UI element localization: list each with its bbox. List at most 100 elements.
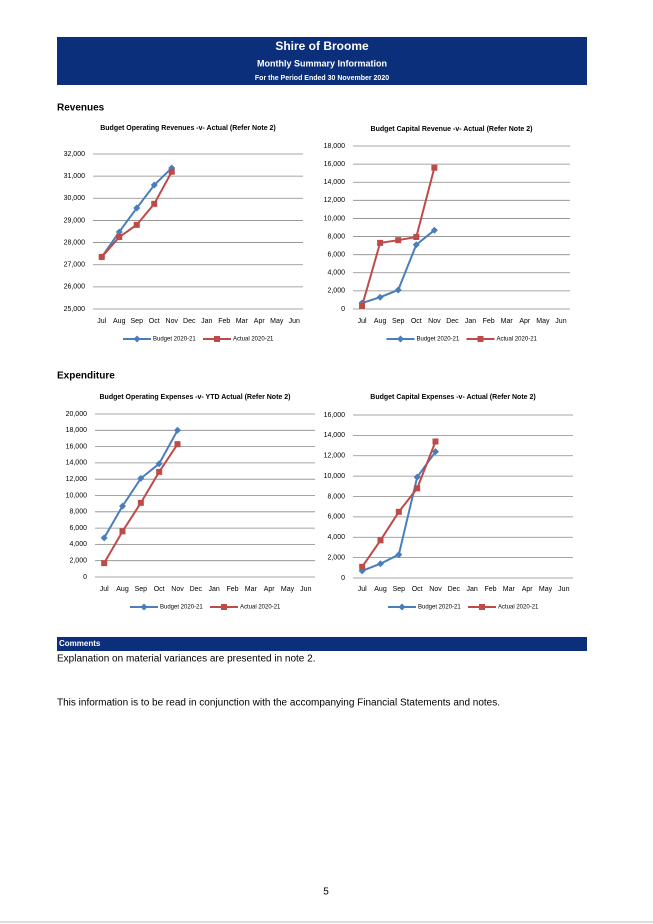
- y-tick-label: 27,000: [64, 262, 86, 269]
- x-tick-label: Mar: [501, 318, 514, 325]
- x-tick-label: Oct: [154, 586, 165, 593]
- x-tick-label: Jan: [201, 318, 212, 325]
- page-number: 5: [323, 887, 329, 898]
- marker: [394, 286, 402, 294]
- comments-text: Explanation on material variances are pr…: [57, 654, 316, 665]
- x-tick-label: Jul: [358, 586, 367, 593]
- y-tick-label: 2,000: [69, 558, 87, 565]
- marker: [432, 438, 439, 445]
- marker: [133, 221, 140, 228]
- chart-title: Budget Operating Expenses -v- YTD Actual…: [100, 394, 291, 401]
- x-tick-label: May: [281, 586, 295, 593]
- marker: [432, 448, 439, 456]
- x-tick-label: Sep: [393, 586, 406, 593]
- marker: [116, 234, 123, 241]
- marker: [214, 336, 220, 342]
- y-tick-label: 6,000: [69, 525, 87, 532]
- x-tick-label: Oct: [412, 586, 423, 593]
- marker: [397, 335, 404, 343]
- x-tick-label: Dec: [446, 318, 459, 325]
- x-tick-label: Mar: [245, 586, 258, 593]
- marker: [377, 560, 384, 568]
- marker: [101, 560, 108, 567]
- y-tick-label: 14,000: [66, 460, 88, 467]
- y-tick-label: 28,000: [64, 239, 86, 246]
- marker: [359, 563, 366, 570]
- x-tick-label: Feb: [484, 586, 496, 593]
- marker: [140, 603, 148, 611]
- marker: [376, 293, 384, 301]
- marker: [150, 181, 158, 189]
- x-tick-label: Jan: [209, 586, 220, 593]
- header-period: For the Period Ended 30 November 2020: [255, 75, 389, 82]
- x-tick-label: Sep: [392, 318, 405, 325]
- x-tick-label: Oct: [411, 318, 422, 325]
- y-tick-label: 10,000: [66, 492, 88, 499]
- marker: [431, 164, 438, 171]
- y-tick-label: 12,000: [324, 453, 346, 460]
- marker: [156, 468, 163, 475]
- x-tick-label: Feb: [226, 586, 238, 593]
- marker: [377, 239, 384, 246]
- y-tick-label: 30,000: [64, 195, 86, 202]
- marker: [221, 604, 227, 610]
- marker: [414, 485, 421, 492]
- y-tick-label: 8,000: [327, 493, 345, 500]
- marker: [100, 534, 108, 542]
- x-tick-label: Jun: [300, 586, 311, 593]
- y-tick-label: 0: [341, 575, 345, 582]
- marker: [137, 474, 145, 482]
- y-tick-label: 20,000: [66, 411, 88, 418]
- legend-label: Budget 2020-21: [417, 337, 460, 343]
- y-tick-label: 4,000: [327, 534, 345, 541]
- marker: [168, 168, 175, 175]
- y-tick-label: 8,000: [327, 233, 345, 240]
- marker: [119, 502, 126, 510]
- marker: [174, 426, 181, 434]
- marker: [413, 473, 421, 481]
- marker: [395, 237, 402, 244]
- x-tick-label: Dec: [183, 318, 196, 325]
- y-tick-label: 2,000: [327, 554, 345, 561]
- x-tick-label: Nov: [171, 586, 184, 593]
- x-tick-label: Jul: [100, 586, 109, 593]
- y-tick-label: 29,000: [64, 217, 86, 224]
- x-tick-label: Jun: [558, 586, 569, 593]
- x-tick-label: Apr: [522, 586, 534, 593]
- marker: [98, 253, 105, 260]
- legend-label: Budget 2020-21: [160, 605, 203, 611]
- x-tick-label: Dec: [190, 586, 203, 593]
- marker: [115, 228, 123, 236]
- x-tick-label: Oct: [149, 318, 160, 325]
- marker: [377, 537, 384, 544]
- x-tick-label: Aug: [116, 586, 129, 593]
- y-tick-label: 6,000: [327, 514, 345, 521]
- x-tick-label: Jul: [97, 318, 106, 325]
- y-tick-label: 25,000: [64, 306, 86, 313]
- marker: [477, 336, 484, 342]
- x-tick-label: Dec: [448, 586, 461, 593]
- legend-label: Actual 2020-21: [498, 605, 539, 611]
- y-tick-label: 18,000: [66, 427, 88, 434]
- y-tick-label: 10,000: [324, 215, 346, 222]
- x-tick-label: Mar: [503, 586, 516, 593]
- x-tick-label: Jul: [358, 318, 367, 325]
- legend-label: Budget 2020-21: [153, 337, 196, 343]
- marker: [119, 528, 126, 535]
- marker: [398, 603, 406, 611]
- legend-label: Actual 2020-21: [233, 337, 274, 343]
- y-tick-label: 14,000: [324, 179, 346, 186]
- y-tick-label: 6,000: [327, 252, 345, 259]
- y-tick-label: 26,000: [64, 284, 86, 291]
- y-tick-label: 12,000: [324, 197, 346, 204]
- x-tick-label: Nov: [428, 318, 441, 325]
- x-tick-label: Jan: [467, 586, 478, 593]
- x-tick-label: May: [536, 318, 550, 325]
- x-tick-label: May: [270, 318, 284, 325]
- marker: [479, 604, 485, 610]
- y-tick-label: 10,000: [324, 473, 346, 480]
- y-tick-label: 16,000: [324, 161, 346, 168]
- marker: [174, 441, 181, 448]
